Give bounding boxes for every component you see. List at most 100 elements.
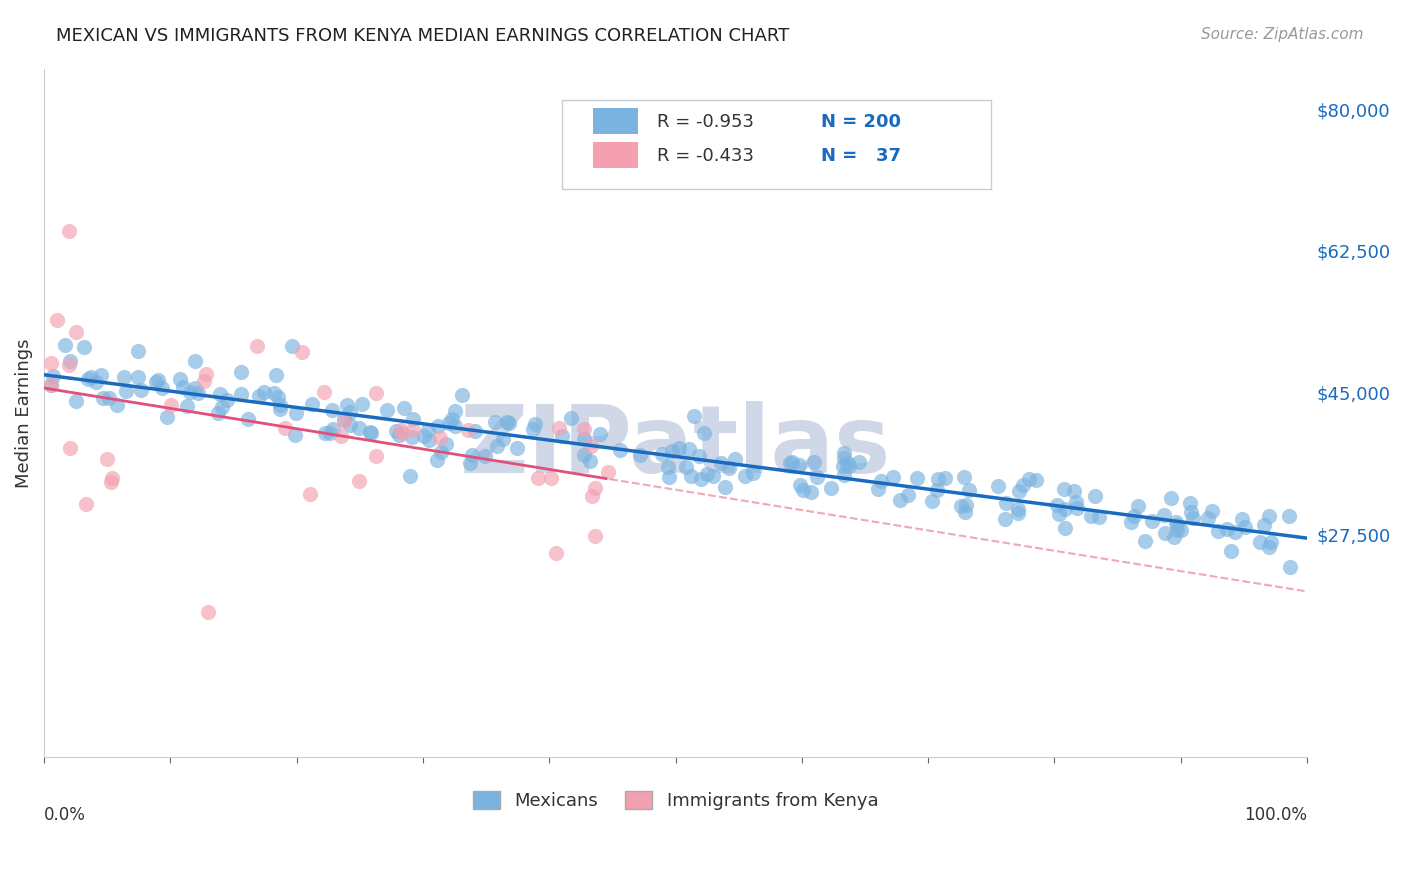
Point [426, 452, 449, 467]
Point [987, 479, 1010, 493]
Point [589, 426, 612, 441]
Point [75, 497, 97, 511]
Point [782, 455, 804, 469]
Point [91, 391, 114, 405]
Point [792, 483, 814, 497]
Point [1180, 505, 1202, 519]
Point [714, 480, 737, 494]
Point [269, 401, 291, 416]
Point [246, 339, 269, 353]
Point [803, 455, 825, 469]
Point [1121, 515, 1143, 529]
Point [546, 546, 568, 560]
Point [474, 449, 496, 463]
Point [231, 365, 253, 379]
Point [551, 429, 574, 443]
Point [718, 461, 741, 475]
Point [209, 386, 232, 401]
Point [583, 481, 606, 495]
Point [675, 459, 697, 474]
Point [366, 449, 388, 463]
Point [150, 381, 173, 395]
Point [402, 423, 425, 437]
Point [657, 460, 679, 475]
Point [76, 372, 98, 386]
Point [347, 474, 370, 488]
Point [1258, 540, 1281, 554]
Point [266, 390, 288, 404]
Point [658, 470, 681, 484]
Point [832, 450, 855, 465]
Point [734, 468, 756, 483]
Point [548, 421, 571, 435]
Point [145, 376, 167, 390]
Point [572, 449, 595, 463]
Point [560, 411, 582, 425]
Point [866, 482, 889, 496]
Point [1223, 524, 1246, 539]
Point [1249, 535, 1271, 549]
Point [682, 409, 704, 423]
Point [581, 489, 603, 503]
Point [526, 471, 548, 485]
Point [347, 421, 370, 435]
Point [461, 448, 484, 462]
Point [59, 354, 82, 368]
FancyBboxPatch shape [593, 142, 638, 169]
Point [333, 414, 356, 428]
Point [905, 471, 928, 485]
Point [484, 415, 506, 429]
Point [399, 469, 422, 483]
Point [661, 444, 683, 458]
Point [98, 391, 121, 405]
Point [1046, 498, 1069, 512]
Point [1053, 521, 1076, 535]
Point [1007, 502, 1029, 516]
Point [1260, 535, 1282, 549]
Point [994, 496, 1017, 510]
Point [678, 442, 700, 456]
Text: 100.0%: 100.0% [1244, 805, 1308, 823]
Point [1007, 506, 1029, 520]
Point [392, 401, 415, 415]
Point [197, 605, 219, 619]
Point [1216, 522, 1239, 536]
Point [779, 456, 801, 470]
Point [1126, 500, 1149, 514]
Point [207, 406, 229, 420]
Point [651, 447, 673, 461]
Point [806, 470, 828, 484]
Point [53, 338, 76, 352]
Point [321, 403, 343, 417]
Text: R = -0.953: R = -0.953 [657, 112, 754, 130]
Point [1025, 473, 1047, 487]
Point [84, 375, 107, 389]
Point [176, 399, 198, 413]
Point [90, 368, 112, 382]
Point [127, 370, 149, 384]
Point [994, 512, 1017, 526]
Point [107, 398, 129, 412]
Point [1206, 524, 1229, 539]
Point [630, 448, 652, 462]
Point [439, 416, 461, 430]
Point [583, 529, 606, 543]
Point [352, 396, 374, 410]
Point [457, 423, 479, 437]
Point [882, 469, 904, 483]
Point [299, 486, 322, 500]
Point [523, 417, 546, 431]
FancyBboxPatch shape [593, 108, 638, 134]
Text: N = 200: N = 200 [821, 112, 901, 130]
Point [579, 439, 602, 453]
Point [333, 411, 356, 425]
Point [217, 393, 239, 408]
Point [492, 432, 515, 446]
Point [336, 399, 359, 413]
Point [832, 468, 855, 483]
FancyBboxPatch shape [562, 100, 991, 189]
Point [1088, 509, 1111, 524]
Point [1180, 496, 1202, 510]
Point [1166, 518, 1188, 533]
Point [413, 429, 436, 443]
